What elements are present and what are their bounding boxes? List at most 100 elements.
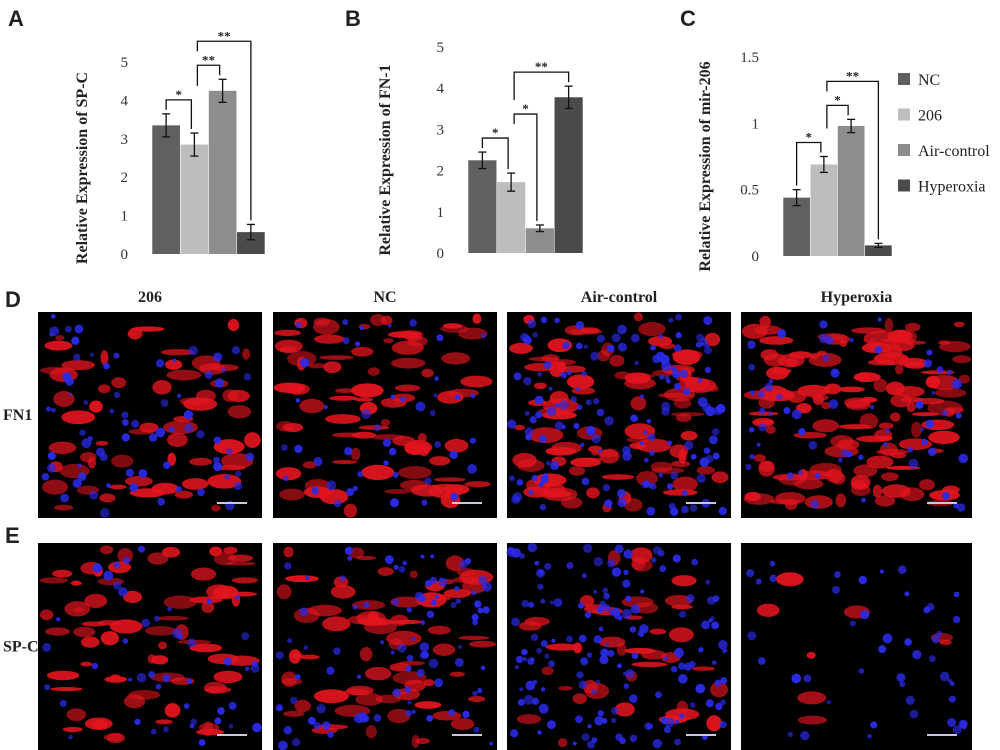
stain-blue — [206, 599, 212, 605]
stain-red — [61, 360, 96, 371]
stain-blue — [808, 440, 818, 450]
stain-red — [329, 395, 359, 401]
stain-blue — [551, 638, 556, 643]
stain-red — [323, 361, 342, 374]
stain-red — [302, 461, 317, 469]
stain-red — [80, 661, 93, 667]
stain-blue — [407, 700, 412, 705]
y-tick-label: 0 — [437, 246, 445, 262]
stain-red — [741, 323, 768, 339]
stain-blue — [956, 503, 966, 512]
stain-red — [44, 340, 73, 351]
stain-blue — [233, 481, 243, 491]
stain-blue — [398, 565, 406, 573]
stain-red — [227, 318, 240, 332]
stain-red — [100, 631, 120, 646]
stain-blue — [536, 568, 546, 578]
panel-label: C — [680, 6, 696, 31]
stain-blue — [529, 416, 537, 424]
stain-red — [752, 417, 775, 427]
stain-blue — [387, 323, 392, 328]
stain-blue — [357, 471, 364, 478]
stain-blue — [480, 665, 486, 671]
stain-red — [650, 461, 673, 473]
stain-blue — [594, 716, 604, 726]
stain-blue — [583, 344, 588, 349]
stain-blue — [464, 557, 472, 565]
stain-red — [103, 733, 123, 742]
stain-blue — [769, 560, 776, 567]
stain-blue — [870, 721, 878, 729]
stain-blue — [103, 362, 110, 370]
stain-blue — [540, 316, 548, 324]
stain-blue — [409, 319, 417, 327]
stain-blue — [904, 638, 912, 646]
stain-blue — [217, 707, 225, 715]
stain-blue — [613, 612, 621, 620]
stain-blue — [342, 337, 350, 345]
stain-blue — [786, 472, 794, 480]
stain-blue — [675, 313, 682, 321]
stain-red — [443, 588, 472, 598]
legend-label: Hyperoxia — [918, 179, 986, 196]
stain-blue — [449, 450, 458, 460]
stain-blue — [867, 733, 872, 739]
stain-red — [880, 472, 899, 482]
stain-red — [196, 728, 225, 736]
stain-blue — [405, 709, 412, 717]
stain-blue — [405, 665, 412, 672]
stain-blue — [138, 469, 148, 479]
stain-blue — [908, 458, 919, 469]
stain-blue — [546, 406, 557, 417]
stain-blue — [544, 563, 552, 571]
stain-blue — [538, 703, 549, 714]
stain-red — [659, 342, 676, 350]
stain-blue — [172, 358, 177, 363]
stain-blue — [363, 601, 370, 609]
stain-blue — [581, 477, 590, 486]
stain-red — [671, 575, 697, 587]
stain-blue — [659, 374, 665, 380]
y-axis-label: Relative Expression of FN-1 — [377, 64, 394, 255]
stain-blue — [619, 737, 626, 745]
stain-blue — [536, 647, 543, 654]
stain-red — [331, 459, 358, 465]
stain-red — [456, 568, 477, 576]
significance-bracket — [513, 113, 538, 221]
stain-blue — [549, 600, 554, 605]
stain-blue — [414, 591, 424, 601]
stain-blue — [383, 460, 389, 466]
stain-blue — [406, 654, 414, 662]
stain-red — [541, 666, 554, 676]
stain-blue — [287, 638, 293, 644]
stain-red — [899, 487, 925, 502]
stain-red — [66, 708, 87, 721]
stain-red — [812, 394, 825, 406]
stain-blue — [517, 698, 525, 706]
stain-blue — [109, 408, 115, 414]
stain-blue — [607, 559, 616, 568]
stain-red — [662, 489, 698, 496]
stain-blue — [797, 470, 804, 476]
stain-red — [99, 493, 116, 503]
stain-blue — [234, 470, 242, 477]
bar — [554, 97, 583, 253]
stain-blue — [599, 600, 606, 608]
stain-blue — [454, 394, 461, 400]
stain-blue — [573, 422, 580, 430]
stain-red — [539, 490, 572, 498]
stain-blue — [455, 598, 461, 604]
stain-blue — [605, 642, 610, 648]
stain-red — [166, 369, 202, 381]
stain-blue — [112, 581, 122, 590]
stain-red — [167, 432, 188, 448]
stain-red — [851, 327, 887, 334]
stain-blue — [925, 419, 935, 429]
stain-red — [797, 384, 830, 397]
stain-red — [213, 670, 243, 684]
stain-red — [51, 569, 73, 578]
panel-label: B — [345, 6, 361, 31]
stain-red — [776, 572, 804, 587]
stain-blue — [681, 505, 689, 514]
stain-blue — [122, 419, 129, 426]
